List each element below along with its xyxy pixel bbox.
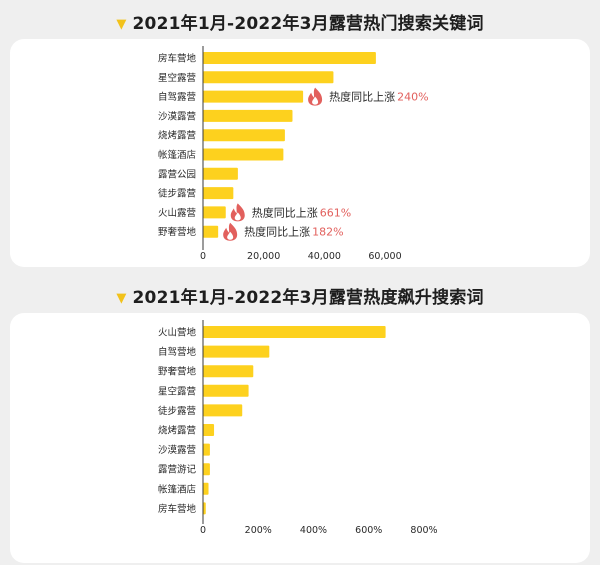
chart-1-bar-9 — [203, 225, 219, 238]
chart-2-card: 火山营地自驾营地野奢营地星空露营徒步露营烧烤露营沙漠露营露营游记帐篷酒店房车营地… — [10, 313, 590, 563]
chart-2-category-label-5: 烧烤露营 — [158, 425, 196, 437]
chart-1-category-label-9: 野奢营地 — [158, 226, 197, 238]
chart-1-svg: 房车营地星空露营自驾露营沙漠露营烧烤露营帐篷酒店露营公园徒步露营火山露营野奢营地… — [158, 46, 429, 262]
chart-1-bar-0 — [203, 52, 376, 64]
chart-1-category-label-0: 房车营地 — [158, 53, 197, 65]
chart-1-bar-3 — [203, 109, 293, 122]
chart-1-category-label-3: 沙漠露营 — [158, 110, 196, 122]
chart-1-card: 房车营地星空露营自驾露营沙漠露营烧烤露营帐篷酒店露营公园徒步露营火山露营野奢营地… — [10, 39, 590, 267]
chart-2-category-label-9: 房车营地 — [158, 503, 197, 515]
chart-1-fire-icon-1 — [230, 203, 245, 222]
chart-1-bar-8 — [203, 206, 226, 219]
chart-1-category-label-7: 徒步露营 — [158, 188, 196, 200]
chart-2-category-label-1: 自驾营地 — [158, 346, 197, 358]
chart-1-annotation-text-2: 热度同比上涨 — [244, 225, 310, 239]
chart-1-annotation-text-0: 热度同比上涨 — [329, 90, 395, 104]
chart-2-tick-label-4: 800% — [410, 525, 437, 536]
chart-2-category-label-3: 星空露营 — [158, 385, 196, 397]
chart-1-category-label-6: 露营公园 — [158, 168, 196, 180]
chart-2-category-label-4: 徒步露营 — [158, 405, 196, 417]
chart-1-bar-4 — [203, 129, 285, 142]
chart-1-fire-icon-0-inner — [312, 96, 319, 105]
chart-2-bar-9 — [203, 502, 206, 515]
chart-2-title: ▼ 2021年1月-2022年3月露营热度飙升搜索词 — [0, 283, 600, 308]
chart-1-annotation-value-2: 182% — [312, 226, 343, 239]
chart-1-fire-icon-0 — [308, 87, 323, 106]
chart-1-fire-icon-2-inner — [227, 231, 234, 240]
chart-1-tick-label-3: 60,000 — [368, 251, 401, 262]
chart-1-category-label-5: 帐篷酒店 — [158, 149, 196, 161]
chart-2-bar-5 — [203, 424, 215, 436]
chart-2-category-label-0: 火山营地 — [158, 327, 197, 339]
chart-2-bar-3 — [203, 384, 249, 397]
chart-1-fire-icon-1-inner — [234, 212, 241, 221]
chart-2-bar-8 — [203, 482, 209, 495]
chart-1-category-label-1: 星空露营 — [158, 72, 196, 84]
chart-2-title-text: 2021年1月-2022年3月露营热度飙升搜索词 — [132, 288, 484, 308]
chart-1-annotation-1: 热度同比上涨 661% — [252, 205, 351, 219]
chart-2-category-label-7: 露营游记 — [158, 464, 197, 476]
chart-2-category-label-2: 野奢营地 — [158, 366, 197, 378]
chart-2-tick-label-2: 400% — [300, 525, 327, 536]
chart-2-bar-1 — [203, 345, 270, 358]
chart-2-category-label-6: 沙漠露营 — [158, 444, 196, 456]
chart-2-svg: 火山营地自驾营地野奢营地星空露营徒步露营烧烤露营沙漠露营露营游记帐篷酒店房车营地… — [158, 320, 438, 536]
chart-1-bar-1 — [203, 71, 334, 84]
chart-1-tick-label-2: 40,000 — [308, 251, 341, 262]
chart-1-title-text: 2021年1月-2022年3月露营热门搜索关键词 — [132, 14, 484, 34]
chart-1-fire-icon-2 — [223, 222, 238, 241]
chart-1-tick-label-1: 20,000 — [247, 251, 280, 262]
chart-2-bar-4 — [203, 404, 243, 417]
chart-1-bar-2 — [203, 90, 304, 103]
chart-1-category-label-8: 火山露营 — [158, 207, 196, 219]
chart-2-tick-label-1: 200% — [245, 525, 272, 536]
chart-1-annotation-value-1: 661% — [320, 206, 351, 219]
chart-2-bar-0 — [203, 326, 386, 338]
triangle-marker-icon: ▼ — [116, 17, 127, 32]
chart-1-annotation-0: 热度同比上涨 240% — [329, 90, 428, 104]
chart-2-bar-7 — [203, 463, 210, 476]
chart-1-category-label-2: 自驾露营 — [158, 91, 196, 103]
chart-1-annotation-text-1: 热度同比上涨 — [252, 205, 318, 219]
chart-1-bar-6 — [203, 167, 238, 180]
chart-1-bar-5 — [203, 148, 284, 161]
chart-2-tick-label-0: 0 — [200, 525, 206, 536]
chart-2-bar-6 — [203, 443, 210, 456]
chart-1-tick-label-0: 0 — [200, 251, 206, 262]
chart-1-title: ▼ 2021年1月-2022年3月露营热门搜索关键词 — [0, 9, 600, 34]
chart-1-category-label-4: 烧烤露营 — [158, 130, 196, 142]
chart-2-bar-2 — [203, 365, 254, 378]
chart-1-bar-7 — [203, 187, 234, 200]
chart-1-annotation-value-0: 240% — [397, 91, 428, 104]
triangle-marker-icon: ▼ — [116, 291, 127, 306]
chart-2-tick-label-3: 600% — [355, 525, 382, 536]
chart-1-annotation-2: 热度同比上涨 182% — [244, 225, 343, 239]
chart-2-category-label-8: 帐篷酒店 — [158, 483, 196, 495]
